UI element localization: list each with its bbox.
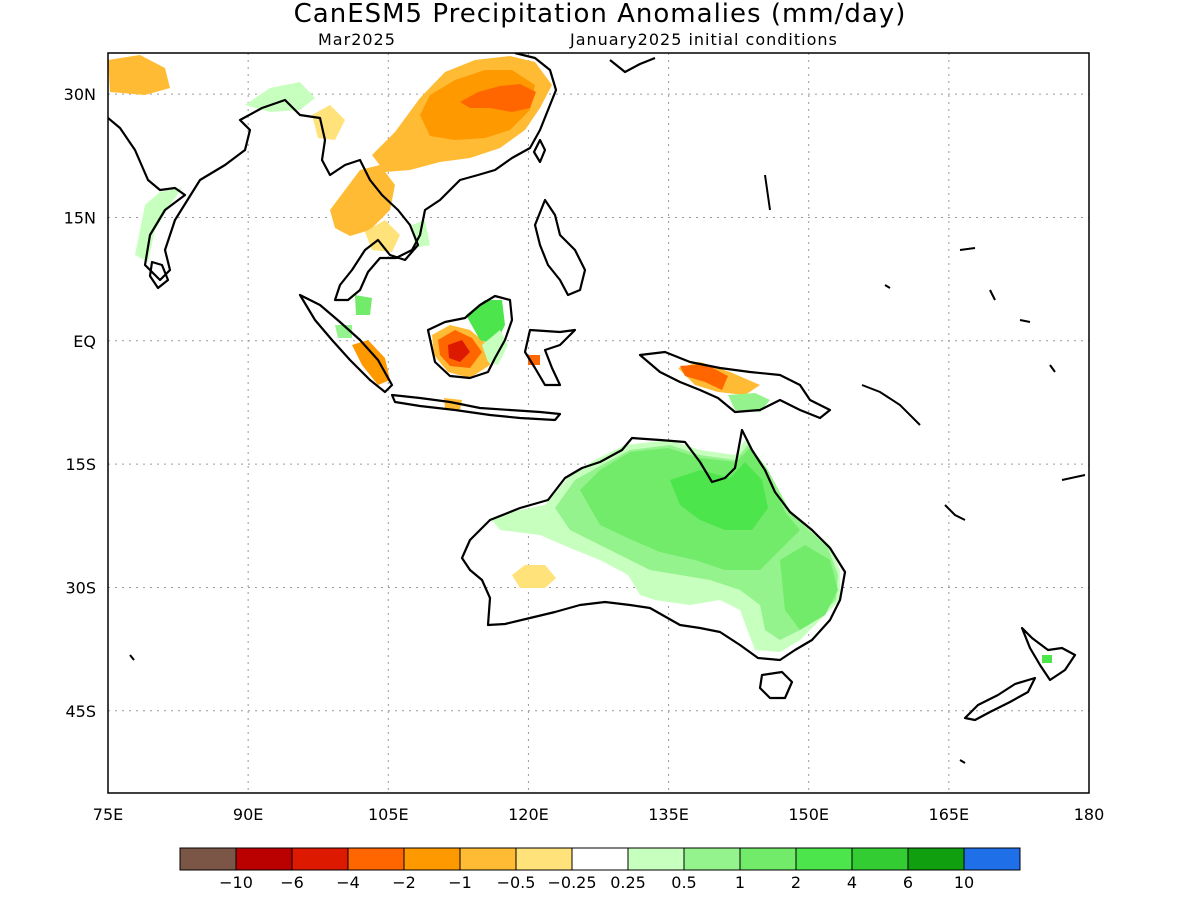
anomaly-ne-borneo-light — [482, 330, 508, 365]
colorbar-label: 10 — [954, 873, 974, 892]
lon-tick-label: 105E — [368, 805, 409, 824]
latitude-ticks: 30N 15N EQ 15S 30S 45S — [64, 85, 96, 721]
colorbar-label: −0.25 — [547, 873, 596, 892]
colorbar-label: 2 — [791, 873, 801, 892]
colorbar-label: 0.5 — [671, 873, 696, 892]
colorbar-label: 4 — [847, 873, 857, 892]
coast-java — [390, 393, 562, 422]
coast-sumatra — [298, 293, 394, 394]
anomaly-sumatra — [352, 340, 390, 385]
anomaly-china-core — [460, 84, 536, 112]
anomaly-shading — [108, 55, 1052, 663]
init-conditions-label: January2025 initial conditions — [569, 30, 838, 49]
anomaly-nz-wet — [1042, 655, 1052, 663]
coast-taiwan — [532, 138, 547, 164]
lat-tick-label: 30S — [65, 578, 96, 597]
lon-tick-label: 75E — [93, 805, 123, 824]
colorbar-label: 6 — [903, 873, 913, 892]
lon-tick-label: 90E — [233, 805, 263, 824]
colorbar: −10 −6 −4 −2 −1 −0.5 −0.25 0.25 0.5 1 2 4 6 10 — [179, 847, 1021, 892]
coast-sri-lanka — [148, 260, 170, 290]
colorbar-label: 0.25 — [610, 873, 646, 892]
coast-australia — [460, 428, 847, 662]
colorbar-label: −4 — [336, 873, 360, 892]
gridlines — [108, 53, 1089, 793]
coast-tasmania — [758, 670, 794, 700]
anomaly-north-india — [108, 55, 170, 95]
pacific-islands — [129, 174, 1086, 764]
colorbar-swatch — [403, 847, 461, 871]
colorbar-swatch — [571, 847, 629, 871]
colorbar-swatch — [515, 847, 573, 871]
colorbar-label: −0.5 — [497, 873, 536, 892]
anomaly-new-guinea-core — [680, 364, 728, 390]
lat-tick-label: 45S — [65, 702, 96, 721]
colorbar-swatch — [683, 847, 741, 871]
lat-tick-label: 15S — [65, 455, 96, 474]
colorbar-swatch — [347, 847, 405, 871]
lat-tick-label: 30N — [64, 85, 96, 104]
anomaly-myanmar-wet — [245, 82, 315, 112]
coast-sulawesi — [523, 328, 577, 387]
colorbar-label: −10 — [219, 873, 253, 892]
anomaly-australia-core — [670, 462, 768, 530]
colorbar-swatch — [235, 847, 293, 871]
anomaly-india-wet — [135, 188, 182, 262]
lon-tick-label: 165E — [929, 805, 970, 824]
valid-month-label: Mar2025 — [318, 30, 396, 49]
coast-new-guinea — [638, 350, 832, 420]
coast-borneo — [426, 294, 514, 380]
coast-asia-mainland — [108, 53, 558, 302]
coast-nz-south — [963, 676, 1037, 722]
anomaly-ne-borneo — [466, 300, 505, 345]
anomaly-himalaya — [312, 105, 345, 140]
colorbar-label: −1 — [448, 873, 472, 892]
map-frame — [107, 52, 1090, 794]
colorbar-label: −6 — [280, 873, 304, 892]
colorbar-swatch — [739, 847, 797, 871]
lon-tick-label: 120E — [508, 805, 549, 824]
anomaly-indochina — [330, 165, 395, 236]
colorbar-label: −2 — [392, 873, 416, 892]
lon-tick-label: 135E — [648, 805, 689, 824]
anomaly-east-australia — [780, 545, 838, 630]
colorbar-swatch — [627, 847, 685, 871]
anomaly-ng-wet — [728, 393, 770, 412]
lon-tick-label: 180 — [1074, 805, 1105, 824]
lat-tick-label: 15N — [64, 208, 96, 227]
lon-tick-label: 150E — [788, 805, 829, 824]
map-title: CanESM5 Precipitation Anomalies (mm/day) — [294, 0, 907, 29]
anomaly-borneo-core — [448, 340, 470, 362]
plot-area — [108, 53, 1089, 793]
colorbar-swatch — [907, 847, 965, 871]
coast-philippines — [533, 198, 587, 297]
colorbar-swatch — [179, 847, 237, 871]
anomaly-sumatra-wet — [355, 295, 372, 315]
colorbar-swatch — [795, 847, 853, 871]
colorbar-swatch — [459, 847, 517, 871]
longitude-ticks: 75E 90E 105E 120E 135E 150E 165E 180 — [93, 805, 1105, 824]
coastlines — [108, 53, 1086, 764]
colorbar-swatch — [851, 847, 909, 871]
colorbar-swatch — [963, 847, 1021, 871]
colorbar-label: 1 — [735, 873, 745, 892]
anomaly-wa-dry — [512, 565, 556, 588]
coast-nz-north — [1020, 626, 1077, 682]
coast-japan — [609, 56, 656, 74]
colorbar-swatch — [291, 847, 349, 871]
lat-tick-label: EQ — [73, 332, 96, 351]
